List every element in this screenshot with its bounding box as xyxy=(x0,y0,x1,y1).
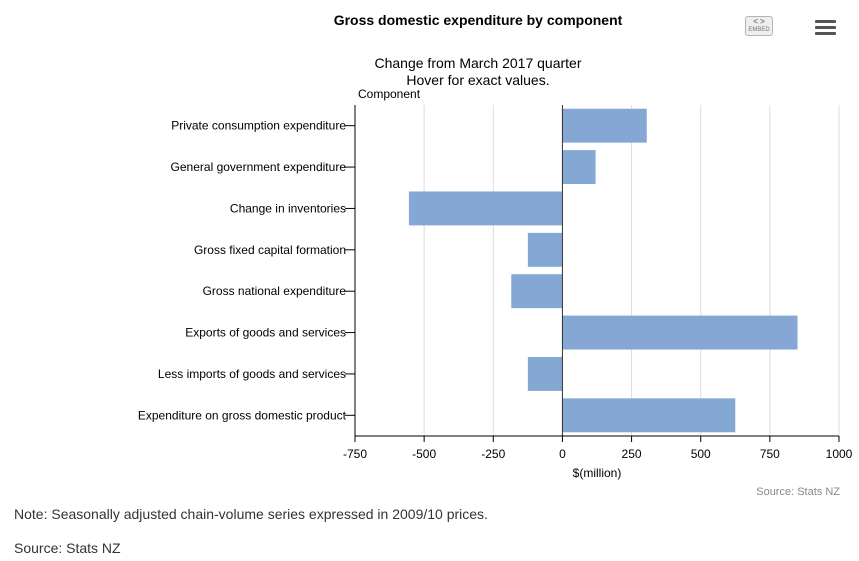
category-label: Exports of goods and services xyxy=(185,326,346,340)
category-label: Expenditure on gross domestic product xyxy=(138,408,347,422)
bar[interactable] xyxy=(408,191,563,226)
footnote: Note: Seasonally adjusted chain-volume s… xyxy=(14,506,488,522)
category-label: General government expenditure xyxy=(171,160,347,174)
category-label: Gross national expenditure xyxy=(203,284,347,298)
category-label: Change in inventories xyxy=(230,201,346,215)
x-tick-label: -500 xyxy=(412,447,436,461)
bar[interactable] xyxy=(562,398,736,433)
embed-label: EMBED xyxy=(748,27,770,33)
x-axis-title: $(million) xyxy=(573,466,622,480)
y-axis-title: Component xyxy=(358,87,421,101)
x-tick-label: 500 xyxy=(691,447,711,461)
x-tick-label: 0 xyxy=(559,447,566,461)
bar[interactable] xyxy=(562,315,798,350)
chart-subtitle: Change from March 2017 quarter Hover for… xyxy=(0,55,859,89)
subtitle-line-1: Change from March 2017 quarter xyxy=(374,55,582,71)
source-line: Source: Stats NZ xyxy=(14,540,121,556)
category-label: Gross fixed capital formation xyxy=(194,243,346,257)
bar[interactable] xyxy=(527,232,563,267)
bar-chart: Private consumption expenditure General g… xyxy=(138,87,853,480)
bar[interactable] xyxy=(562,150,596,185)
hamburger-menu-icon[interactable] xyxy=(815,20,836,38)
category-label: Less imports of goods and services xyxy=(158,367,346,381)
x-tick-label: -250 xyxy=(481,447,505,461)
category-label: Private consumption expenditure xyxy=(171,119,346,133)
x-tick-label: 1000 xyxy=(826,447,853,461)
embed-button[interactable]: < > EMBED xyxy=(745,16,773,36)
x-tick-label: -750 xyxy=(343,447,367,461)
x-tick-label: 750 xyxy=(760,447,780,461)
chart-credit[interactable]: Source: Stats NZ xyxy=(756,486,840,498)
subtitle-line-2: Hover for exact values. xyxy=(406,72,550,88)
bar[interactable] xyxy=(562,108,647,143)
chart-title: Gross domestic expenditure by component xyxy=(333,12,623,28)
bar[interactable] xyxy=(511,274,563,309)
bar[interactable] xyxy=(527,356,563,391)
embed-code-icon: < > xyxy=(753,17,765,26)
x-tick-label: 250 xyxy=(622,447,642,461)
